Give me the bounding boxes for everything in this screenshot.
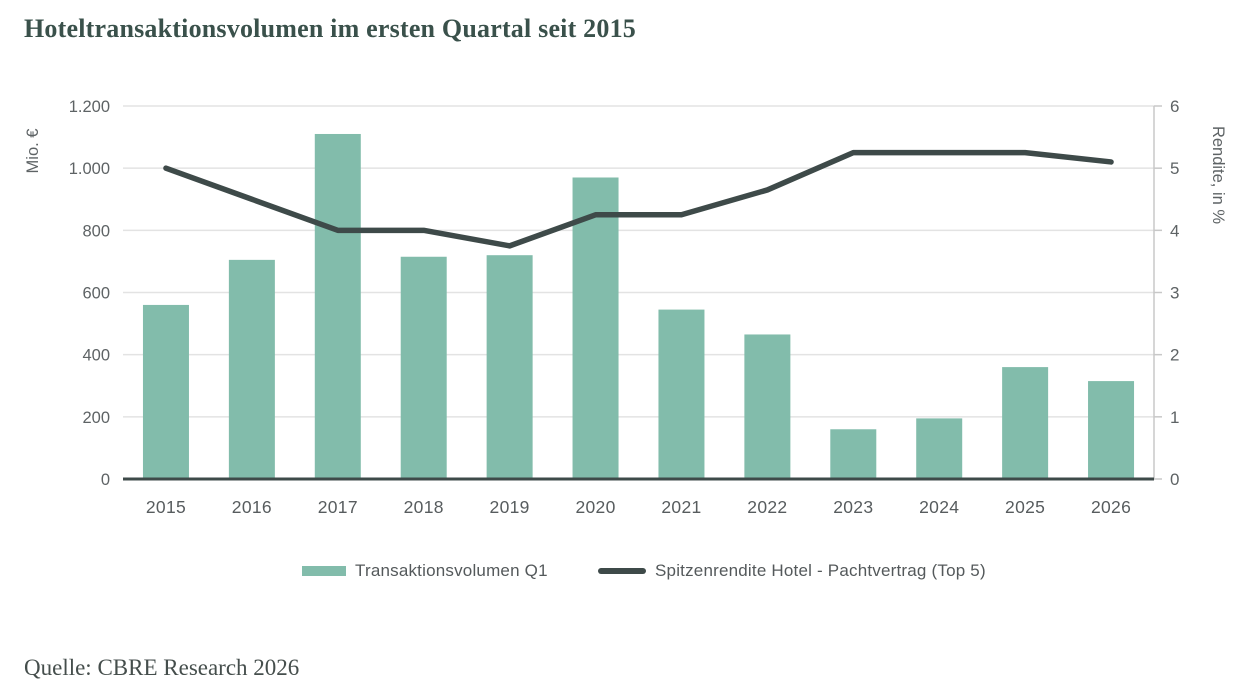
chart-legend: Transaktionsvolumen Q1 Spitzenrendite Ho…	[0, 558, 1246, 584]
bar-2017	[314, 133, 361, 479]
bar-2019	[486, 255, 533, 479]
bar-2018	[400, 256, 447, 479]
x-label-2019: 2019	[490, 497, 530, 517]
line-legend-swatch	[598, 568, 646, 574]
right-tick-label-2: 2	[1170, 346, 1179, 365]
right-tick-label-0: 0	[1170, 470, 1179, 489]
source-note: Quelle: CBRE Research 2026	[24, 655, 300, 680]
right-tick-label-4: 4	[1170, 221, 1179, 240]
x-label-2020: 2020	[575, 497, 615, 517]
left-tick-label-1200: 1.200	[69, 98, 110, 116]
bar-2023	[830, 429, 877, 479]
bar-2025	[1002, 367, 1049, 479]
x-label-2025: 2025	[1005, 497, 1045, 517]
left-tick-label-200: 200	[82, 409, 110, 427]
left-tick-label-600: 600	[82, 285, 110, 303]
chart-title: Hoteltransaktionsvolumen im ersten Quart…	[24, 14, 636, 43]
x-label-2018: 2018	[404, 497, 444, 517]
right-axis-title: Rendite, in %	[1209, 126, 1227, 224]
x-label-2023: 2023	[833, 497, 873, 517]
x-label-2024: 2024	[919, 497, 959, 517]
left-tick-label-800: 800	[82, 222, 110, 240]
bar-2024	[916, 418, 963, 479]
right-tick-label-5: 5	[1170, 159, 1179, 178]
bar-2016	[228, 259, 275, 479]
x-label-2016: 2016	[232, 497, 272, 517]
x-label-2021: 2021	[661, 497, 701, 517]
bar-2021	[658, 309, 705, 479]
legend-label-spitzenrendite: Spitzenrendite Hotel - Pachtvertrag (Top…	[655, 561, 986, 580]
bar-2022	[744, 334, 791, 479]
left-tick-label-0: 0	[101, 471, 110, 489]
right-tick-label-1: 1	[1170, 408, 1179, 427]
bar-2026	[1088, 381, 1135, 479]
left-tick-label-1000: 1.000	[69, 160, 110, 178]
bar-2020	[572, 177, 619, 479]
bar-legend-swatch	[302, 566, 346, 576]
x-label-2015: 2015	[146, 497, 186, 517]
right-tick-label-6: 6	[1170, 97, 1179, 116]
legend-item-spitzenrendite: Spitzenrendite Hotel - Pachtvertrag (Top…	[598, 558, 986, 584]
left-tick-label-400: 400	[82, 347, 110, 365]
left-axis-title: Mio. €	[24, 129, 42, 174]
right-tick-label-3: 3	[1170, 284, 1179, 303]
chart-canvas: 1.200 1.000 800 600 400 200 0 6 5 4 3 2 1 0 2015 2016 20…	[24, 97, 1227, 517]
legend-item-transaktionsvolumen: Transaktionsvolumen Q1	[302, 558, 548, 584]
x-label-2026: 2026	[1091, 497, 1131, 517]
x-label-2022: 2022	[747, 497, 787, 517]
bar-2015	[142, 304, 189, 479]
x-label-2017: 2017	[318, 497, 358, 517]
yield-line	[163, 149, 1114, 249]
legend-label-transaktionsvolumen: Transaktionsvolumen Q1	[355, 561, 548, 580]
